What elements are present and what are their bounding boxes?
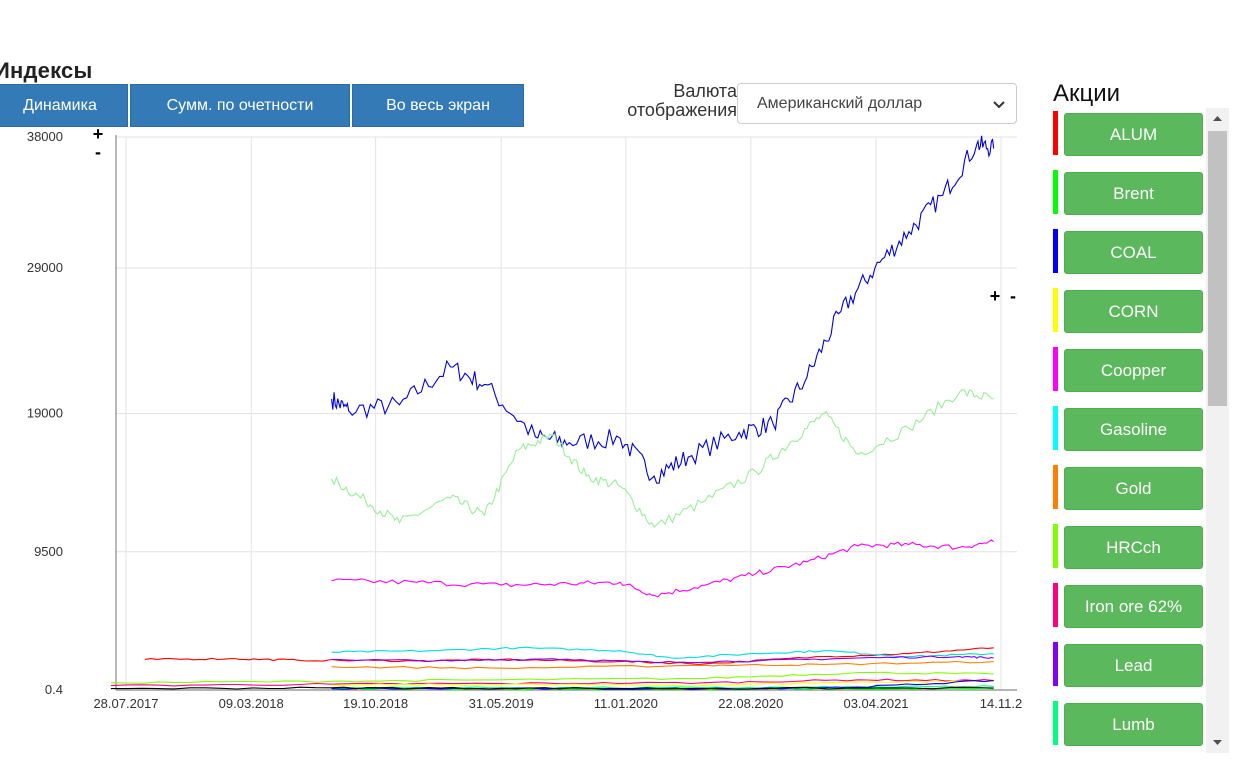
stock-item: ALUM bbox=[1048, 108, 1204, 156]
stock-color-swatch bbox=[1053, 642, 1058, 686]
stock-toggle-button[interactable]: Coopper bbox=[1064, 349, 1203, 392]
stocks-scrollbar[interactable] bbox=[1206, 108, 1229, 753]
y-tick-label: 29000 bbox=[27, 260, 63, 275]
x-tick-label: 31.05.2019 bbox=[469, 696, 534, 711]
fullscreen-button[interactable]: Во весь экран bbox=[352, 84, 524, 127]
series-line bbox=[110, 671, 994, 684]
stock-item: Lumb bbox=[1048, 698, 1204, 746]
stock-color-swatch bbox=[1053, 406, 1058, 450]
x-tick-label: 22.08.2020 bbox=[718, 696, 783, 711]
stock-color-swatch bbox=[1053, 465, 1058, 509]
x-tick-label: 14.11.2 bbox=[980, 696, 1022, 711]
dynamics-button[interactable]: Динамика bbox=[0, 84, 128, 127]
stock-toggle-button[interactable]: Lead bbox=[1064, 644, 1203, 687]
x-tick-label: 09.03.2018 bbox=[219, 696, 284, 711]
stock-item: COAL bbox=[1048, 226, 1204, 274]
series-line bbox=[331, 655, 994, 664]
series-line bbox=[331, 646, 994, 659]
stock-toggle-button[interactable]: Lumb bbox=[1064, 703, 1203, 746]
stock-item: HRCch bbox=[1048, 521, 1204, 569]
currency-select[interactable]: Американский доллар bbox=[737, 83, 1017, 124]
x-tick-label: 19.10.2018 bbox=[343, 696, 408, 711]
sum-by-order-button[interactable]: Сумм. по очетности bbox=[130, 84, 350, 127]
series-line bbox=[110, 686, 994, 690]
stock-toggle-button[interactable]: Brent bbox=[1064, 172, 1203, 215]
stock-color-swatch bbox=[1053, 583, 1058, 627]
y-tick-label: 38000 bbox=[27, 129, 63, 144]
currency-label: Валюта отображения bbox=[600, 82, 737, 120]
x-zoom-out-button[interactable]: - bbox=[1010, 286, 1016, 306]
stock-toggle-button[interactable]: HRCch bbox=[1064, 526, 1203, 569]
stock-toggle-button[interactable]: CORN bbox=[1064, 290, 1203, 333]
scroll-thumb[interactable] bbox=[1208, 131, 1227, 406]
series-line bbox=[110, 678, 994, 687]
page-title: Индексы bbox=[0, 58, 93, 83]
indices-line-chart[interactable]: 38000 29000 19000 9500 0.4 28.07.2017 09.03.20… bbox=[0, 125, 1030, 715]
stock-toggle-button[interactable]: ALUM bbox=[1064, 113, 1203, 156]
stock-color-swatch bbox=[1053, 701, 1058, 745]
stock-color-swatch bbox=[1053, 111, 1058, 155]
chevron-down-icon bbox=[993, 101, 1005, 109]
x-tick-label: 03.04.2021 bbox=[843, 696, 908, 711]
x-tick-label: 28.07.2017 bbox=[93, 696, 158, 711]
scroll-up-icon[interactable] bbox=[1206, 108, 1229, 130]
currency-label-line1: Валюта bbox=[673, 81, 737, 101]
y-zoom-in-button[interactable]: + bbox=[93, 125, 104, 144]
stock-item: Lead bbox=[1048, 639, 1204, 687]
stock-item: Gold bbox=[1048, 462, 1204, 510]
stock-item: Gasoline bbox=[1048, 403, 1204, 451]
y-tick-label: 0.4 bbox=[45, 682, 63, 697]
y-tick-label: 19000 bbox=[27, 406, 63, 421]
y-tick-label: 9500 bbox=[34, 544, 63, 559]
stock-toggle-button[interactable]: Gasoline bbox=[1064, 408, 1203, 451]
x-zoom-in-button[interactable]: + bbox=[990, 286, 1001, 306]
stock-color-swatch bbox=[1053, 524, 1058, 568]
stock-toggle-button[interactable]: Iron ore 62% bbox=[1064, 585, 1203, 628]
series-line bbox=[331, 539, 995, 598]
x-tick-label: 11.01.2020 bbox=[594, 696, 658, 711]
y-zoom-out-button[interactable]: - bbox=[95, 142, 101, 162]
stocks-title: Акции bbox=[1053, 80, 1121, 107]
scroll-down-icon[interactable] bbox=[1206, 731, 1229, 753]
stock-color-swatch bbox=[1053, 229, 1058, 273]
stock-item: CORN bbox=[1048, 285, 1204, 333]
stock-toggle-button[interactable]: Gold bbox=[1064, 467, 1203, 510]
stock-toggle-button[interactable]: COAL bbox=[1064, 231, 1203, 274]
stock-item: Coopper bbox=[1048, 344, 1204, 392]
series-line bbox=[331, 388, 994, 528]
currency-selected-value: Американский доллар bbox=[757, 94, 923, 112]
stock-item: Iron ore 62% bbox=[1048, 580, 1204, 628]
stock-color-swatch bbox=[1053, 170, 1058, 214]
stock-item: Brent bbox=[1048, 167, 1204, 215]
series-line bbox=[331, 135, 995, 484]
series-line bbox=[331, 660, 994, 670]
stocks-list: ALUM Brent COAL CORN Coopper Gasoline Gold HRCc… bbox=[1048, 108, 1204, 753]
stock-color-swatch bbox=[1053, 347, 1058, 391]
series-line bbox=[331, 680, 994, 687]
stock-color-swatch bbox=[1053, 288, 1058, 332]
currency-label-line2: отображения bbox=[627, 100, 737, 120]
